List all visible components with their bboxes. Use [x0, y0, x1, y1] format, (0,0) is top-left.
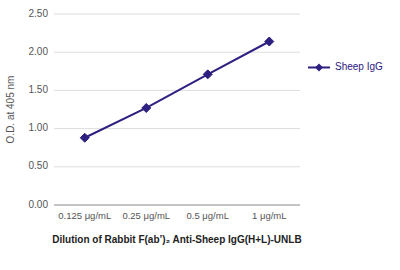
marker — [265, 37, 274, 46]
line — [85, 42, 270, 138]
grid-line — [54, 205, 300, 206]
legend: Sheep IgG — [308, 61, 383, 72]
grid — [54, 14, 300, 205]
legend-label: Sheep IgG — [335, 61, 383, 72]
marker — [80, 133, 89, 142]
x-tick-label: 0.25 μg/mL — [122, 210, 170, 221]
legend-marker — [315, 63, 323, 71]
x-tick-label: 1 μg/mL — [252, 210, 287, 221]
y-tick-label: 0.00 — [29, 199, 49, 210]
grid-line — [54, 128, 300, 129]
grid-line — [54, 166, 300, 167]
chart: 0.00 0.50 1.00 1.50 2.00 2.50 0.125 μg/mL 0.25 … — [0, 0, 400, 270]
x-axis-title: Dilution of Rabbit F(ab’)₂ Anti-Sheep Ig… — [52, 234, 301, 245]
grid-line — [54, 52, 300, 53]
plot-area — [80, 37, 274, 142]
grid-line — [54, 14, 300, 15]
y-tick-label: 2.50 — [29, 8, 49, 19]
x-axis-line — [54, 205, 300, 206]
x-tick-label: 0.125 μg/mL — [58, 210, 111, 221]
y-tick-label: 0.50 — [29, 160, 49, 171]
y-axis-title: O.D. at 405 nm — [5, 76, 16, 144]
y-tick-label: 1.00 — [29, 122, 49, 133]
x-tick-label: 0.5 μg/mL — [187, 210, 229, 221]
y-tick-label: 2.00 — [29, 46, 49, 57]
y-tick-label: 1.50 — [29, 84, 49, 95]
marker — [203, 70, 212, 79]
marker — [142, 103, 151, 112]
